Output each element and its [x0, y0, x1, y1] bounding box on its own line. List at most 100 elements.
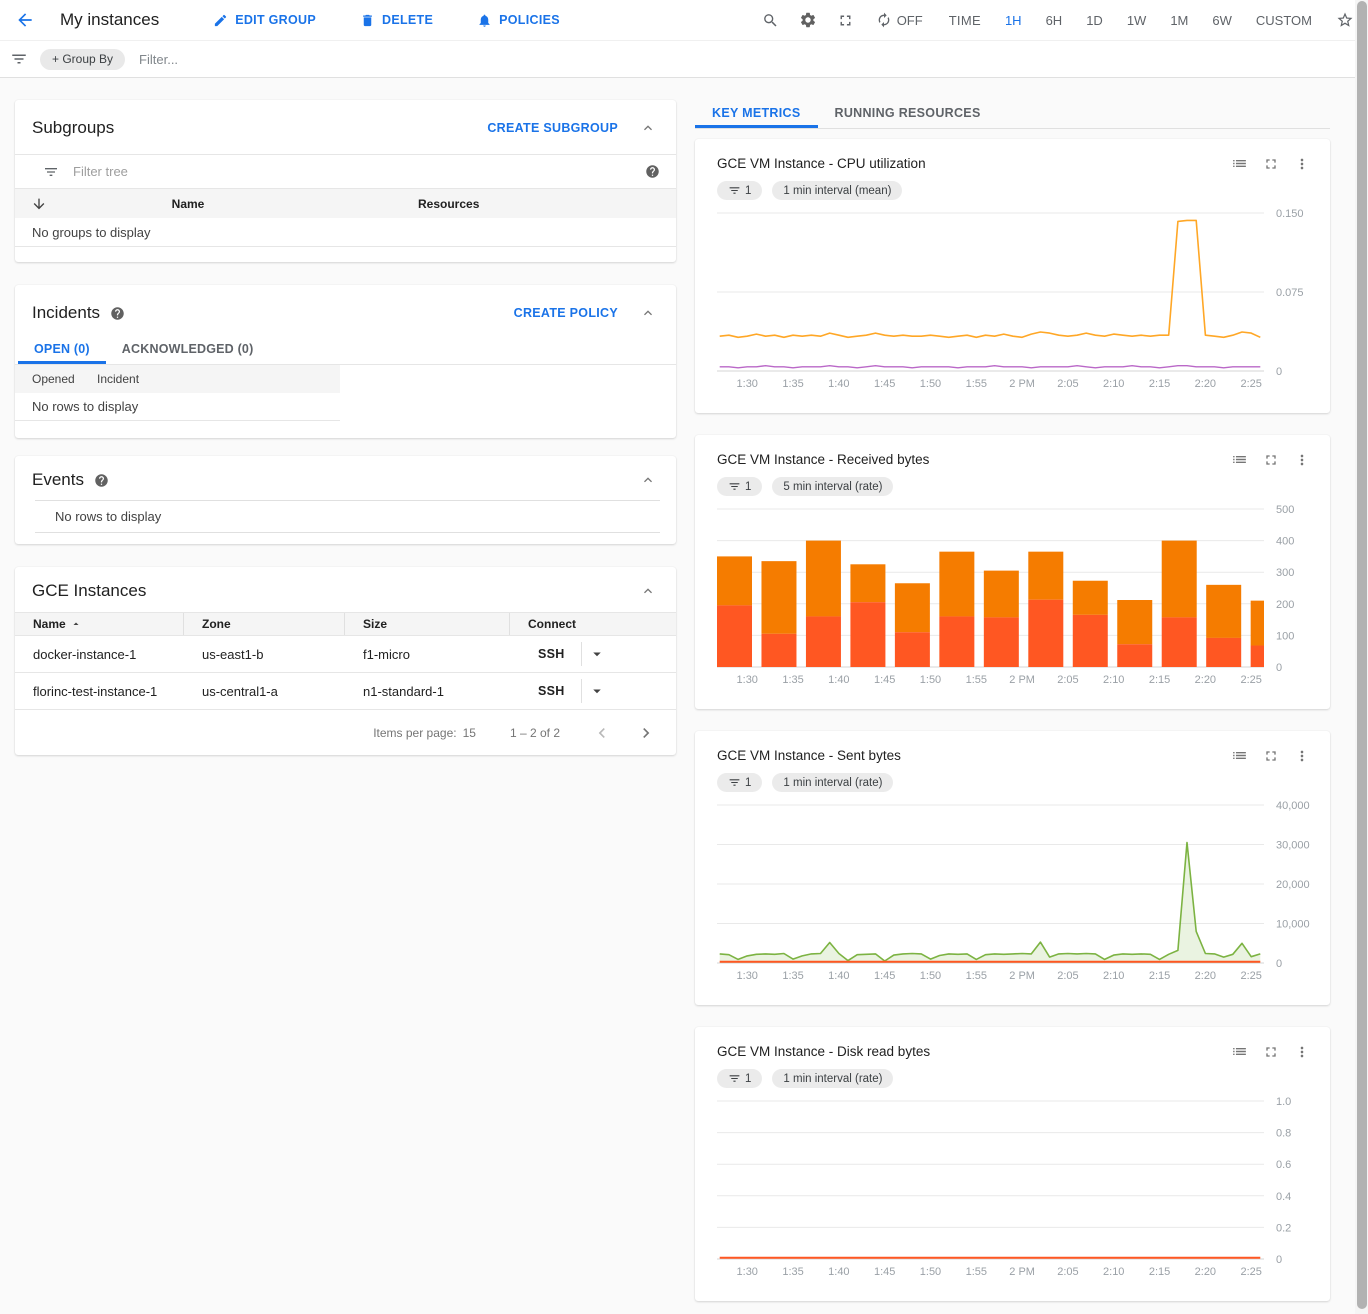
- app-toolbar: My instances EDIT GROUP DELETE POLICIES …: [0, 0, 1368, 41]
- policies-button[interactable]: POLICIES: [477, 13, 560, 28]
- svg-text:1:55: 1:55: [966, 378, 987, 390]
- range-1m[interactable]: 1M: [1170, 12, 1189, 28]
- gce-col-size[interactable]: Size: [345, 613, 510, 635]
- content-area: Subgroups CREATE SUBGROUP Name Res: [0, 78, 1368, 1314]
- back-arrow-icon[interactable]: [12, 7, 38, 33]
- more-vert-icon[interactable]: [1294, 452, 1310, 468]
- gce-col-zone[interactable]: Zone: [184, 613, 345, 635]
- tab-acknowledged[interactable]: ACKNOWLEDGED (0): [106, 333, 270, 364]
- filter-count-chip[interactable]: 1: [717, 477, 763, 496]
- cpu-utilization-chart[interactable]: 0 0.075 0.150 1:30 1:35 1:40 1:45 1:50 1:55 2 PM 2…: [717, 207, 1312, 395]
- chart-title: GCE VM Instance - Disk read bytes: [717, 1044, 931, 1059]
- sent-bytes-chart[interactable]: 0 10,000 20,000 30,000 40,000 1:30 1:35 1:40 1:4…: [717, 799, 1312, 987]
- received-bytes-chart[interactable]: 0 100 200 300 400 500 1:30 1:35 1:40 1:45 1:50 1:55…: [717, 503, 1312, 691]
- range-1w[interactable]: 1W: [1126, 12, 1147, 28]
- svg-text:1:40: 1:40: [828, 674, 849, 686]
- ssh-dropdown-button[interactable]: [582, 682, 612, 700]
- subgroups-table-header: Name Resources: [15, 188, 676, 218]
- next-page-button[interactable]: [632, 719, 660, 747]
- delete-button[interactable]: DELETE: [360, 13, 433, 28]
- svg-text:1:40: 1:40: [828, 970, 849, 982]
- svg-text:1:30: 1:30: [737, 970, 758, 982]
- range-6w[interactable]: 6W: [1212, 12, 1232, 28]
- sort-down-icon[interactable]: [15, 196, 63, 212]
- items-per-page-value[interactable]: 15: [462, 725, 476, 740]
- interval-chip[interactable]: 1 min interval (rate): [772, 773, 894, 792]
- expand-chart-icon[interactable]: [1263, 1044, 1279, 1060]
- gear-icon[interactable]: [799, 11, 817, 29]
- star-icon[interactable]: [1336, 11, 1354, 29]
- svg-text:2:15: 2:15: [1149, 1266, 1170, 1278]
- edit-group-label: EDIT GROUP: [235, 13, 316, 27]
- range-6h[interactable]: 6H: [1045, 12, 1063, 28]
- incidents-title: Incidents: [32, 303, 101, 322]
- tab-running-resources[interactable]: RUNNING RESOURCES: [818, 100, 998, 128]
- legend-list-icon[interactable]: [1231, 155, 1248, 172]
- fullscreen-icon[interactable]: [837, 12, 854, 29]
- svg-text:2:10: 2:10: [1103, 970, 1124, 982]
- disk-read-bytes-chart[interactable]: 0 0.2 0.4 0.6 0.8 1.0 1:30 1:35 1:40 1:45 1:50 1:55…: [717, 1095, 1312, 1283]
- events-empty-row: No rows to display: [55, 509, 162, 524]
- svg-text:2 PM: 2 PM: [1009, 674, 1035, 686]
- filter-count-chip[interactable]: 1: [717, 181, 763, 200]
- range-custom[interactable]: CUSTOM: [1255, 12, 1312, 28]
- tab-key-metrics[interactable]: KEY METRICS: [695, 100, 818, 128]
- gce-col-connect: Connect: [528, 617, 576, 631]
- range-1h[interactable]: 1H: [1004, 12, 1022, 28]
- expand-chart-icon[interactable]: [1263, 452, 1279, 468]
- subgroups-help-icon[interactable]: [645, 164, 660, 179]
- filter-count-chip[interactable]: 1: [717, 1069, 763, 1088]
- filter-list-icon[interactable]: [4, 46, 34, 72]
- filter-input[interactable]: [139, 51, 1358, 67]
- events-card: Events No rows to display: [15, 456, 676, 544]
- chart-card-disk-read-bytes: GCE VM Instance - Disk read bytes 1 1 mi…: [695, 1027, 1330, 1301]
- gce-collapse-button[interactable]: [640, 583, 656, 599]
- ssh-button[interactable]: SSH: [528, 647, 581, 661]
- filter-count-chip[interactable]: 1: [717, 773, 763, 792]
- scrollbar-thumb[interactable]: [1356, 1, 1367, 1309]
- prev-page-button[interactable]: [588, 719, 616, 747]
- incidents-collapse-button[interactable]: [640, 305, 656, 321]
- legend-list-icon[interactable]: [1231, 1043, 1248, 1060]
- table-row: docker-instance-1 us-east1-b f1-micro SS…: [15, 636, 676, 673]
- more-vert-icon[interactable]: [1294, 748, 1310, 764]
- expand-chart-icon[interactable]: [1263, 156, 1279, 172]
- create-policy-button[interactable]: CREATE POLICY: [513, 306, 618, 320]
- range-1d[interactable]: 1D: [1086, 12, 1103, 28]
- svg-text:2:05: 2:05: [1057, 378, 1078, 390]
- auto-refresh-toggle[interactable]: OFF: [876, 12, 923, 28]
- svg-text:1:35: 1:35: [782, 970, 803, 982]
- instance-zone: us-east1-b: [202, 646, 264, 662]
- ssh-button[interactable]: SSH: [528, 684, 581, 698]
- expand-chart-icon[interactable]: [1263, 748, 1279, 764]
- svg-text:1:50: 1:50: [920, 970, 941, 982]
- incidents-help-icon[interactable]: [110, 306, 125, 321]
- legend-list-icon[interactable]: [1231, 451, 1248, 468]
- svg-text:2:05: 2:05: [1057, 674, 1078, 686]
- chevron-left-icon: [598, 727, 605, 738]
- events-help-icon[interactable]: [94, 473, 109, 488]
- ssh-dropdown-button[interactable]: [582, 645, 612, 663]
- more-vert-icon[interactable]: [1294, 156, 1310, 172]
- events-collapse-button[interactable]: [640, 472, 656, 488]
- svg-text:1:30: 1:30: [737, 1266, 758, 1278]
- subgroups-collapse-button[interactable]: [640, 120, 656, 136]
- create-subgroup-button[interactable]: CREATE SUBGROUP: [487, 121, 618, 135]
- search-icon[interactable]: [762, 12, 779, 29]
- tab-open[interactable]: OPEN (0): [18, 333, 106, 364]
- interval-chip[interactable]: 1 min interval (mean): [772, 181, 903, 200]
- interval-chip[interactable]: 1 min interval (rate): [772, 1069, 894, 1088]
- interval-chip[interactable]: 5 min interval (rate): [772, 477, 894, 496]
- gce-col-name[interactable]: Name: [15, 613, 184, 635]
- svg-text:0.4: 0.4: [1276, 1191, 1291, 1203]
- chart-card-sent-bytes: GCE VM Instance - Sent bytes 1 1 min int…: [695, 731, 1330, 1005]
- svg-text:1:35: 1:35: [782, 674, 803, 686]
- chart-card-received-bytes: GCE VM Instance - Received bytes 1 5 min…: [695, 435, 1330, 709]
- legend-list-icon[interactable]: [1231, 747, 1248, 764]
- svg-text:500: 500: [1276, 504, 1294, 516]
- filter-tree-input[interactable]: [73, 164, 635, 179]
- edit-group-button[interactable]: EDIT GROUP: [213, 13, 316, 28]
- arrow-drop-down-icon: [592, 652, 601, 657]
- more-vert-icon[interactable]: [1294, 1044, 1310, 1060]
- group-by-chip[interactable]: + Group By: [40, 48, 126, 70]
